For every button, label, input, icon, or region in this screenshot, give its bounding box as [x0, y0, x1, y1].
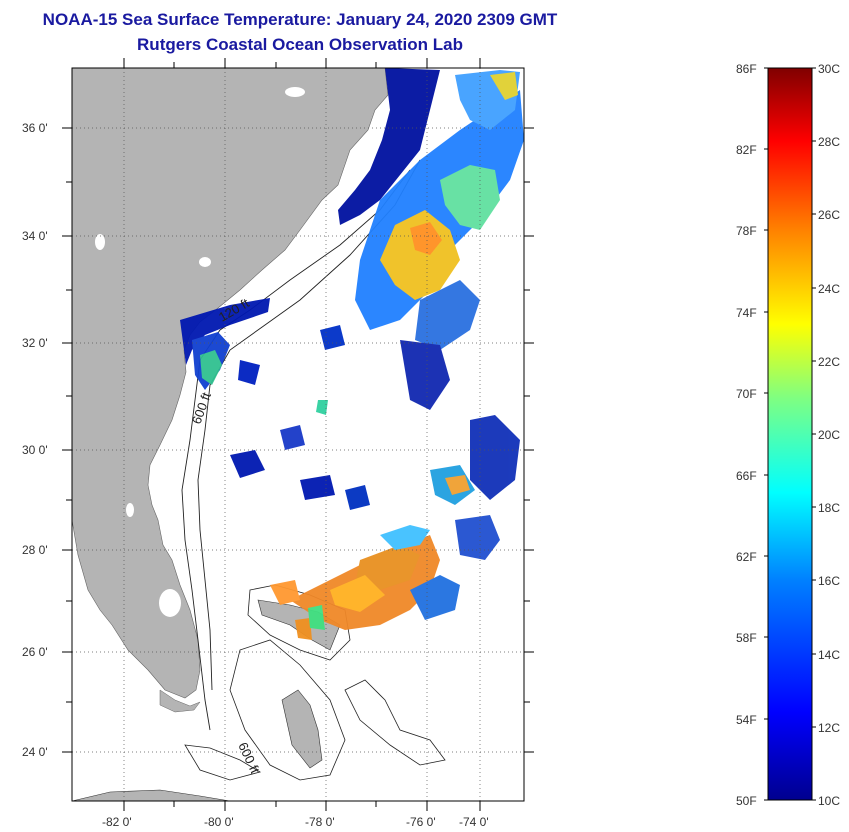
colorbar: 86F 82F 78F 74F 70F 66F 62F 58F 54F 50F …: [736, 62, 840, 808]
colorbar-c-label: 18C: [818, 501, 840, 515]
land-lake: [285, 87, 305, 97]
lat-label: 34 0': [22, 229, 48, 243]
lon-label: -82 0': [102, 815, 132, 829]
land-lake: [95, 234, 105, 250]
colorbar-c-label: 28C: [818, 135, 840, 149]
colorbar-c-label: 20C: [818, 428, 840, 442]
graticule: [72, 68, 524, 801]
lat-label: 32 0': [22, 336, 48, 350]
lat-label: 24 0': [22, 745, 48, 759]
contour-cuba-shelf: [184, 744, 262, 781]
contour-eleuthera: [344, 679, 446, 766]
colorbar-f-label: 66F: [736, 469, 757, 483]
lat-label: 28 0': [22, 543, 48, 557]
colorbar-f-label: 54F: [736, 713, 757, 727]
colorbar-scale: [767, 67, 813, 801]
map-area: 120 ft 600 ft 600 ft: [72, 68, 524, 801]
colorbar-f-label: 78F: [736, 224, 757, 238]
colorbar-f-label: 50F: [736, 794, 757, 808]
lat-label: 36 0': [22, 121, 48, 135]
colorbar-c-label: 26C: [818, 208, 840, 222]
map-frame: [71, 67, 525, 802]
colorbar-c-label: 22C: [818, 355, 840, 369]
colorbar-c-label: 30C: [818, 62, 840, 76]
colorbar-ticks: [764, 67, 816, 801]
colorbar-c-label: 16C: [818, 574, 840, 588]
colorbar-f-label: 70F: [736, 387, 757, 401]
colorbar-f-labels: 86F 82F 78F 74F 70F 66F 62F 58F 54F 50F: [736, 62, 757, 808]
lon-label: -80 0': [204, 815, 234, 829]
colorbar-c-label: 14C: [818, 648, 840, 662]
lat-label: 30 0': [22, 443, 48, 457]
contour-120ft: [181, 169, 411, 731]
lat-label: 26 0': [22, 645, 48, 659]
colorbar-c-label: 24C: [818, 282, 840, 296]
longitude-labels: -82 0' -80 0' -78 0' -76 0' -74 0': [102, 815, 489, 829]
lake-okeechobee: [159, 589, 181, 617]
florida-keys: [159, 689, 201, 713]
colorbar-f-label: 86F: [736, 62, 757, 76]
colorbar-f-label: 74F: [736, 306, 757, 320]
land-lake: [199, 257, 211, 267]
land-lake: [126, 503, 134, 517]
colorbar-f-label: 82F: [736, 143, 757, 157]
lon-label: -74 0': [459, 815, 489, 829]
lon-label: -76 0': [406, 815, 436, 829]
contour-600ft: [197, 159, 421, 691]
colorbar-f-label: 62F: [736, 550, 757, 564]
colorbar-c-label: 12C: [818, 721, 840, 735]
bahamas-andros: [281, 689, 323, 769]
sst-data-layer: [180, 68, 524, 640]
latitude-labels: 36 0' 34 0' 32 0' 30 0' 28 0' 26 0' 24 0…: [22, 121, 48, 759]
cuba-coast: [72, 789, 231, 801]
map-subtitle: Rutgers Coastal Ocean Observation Lab: [137, 35, 463, 54]
us-mainland-land: [72, 68, 389, 699]
frame-ticks: [62, 58, 534, 811]
colorbar-c-labels: 30C 28C 26C 24C 22C 20C 18C 16C 14C 12C …: [818, 62, 840, 808]
colorbar-f-label: 58F: [736, 631, 757, 645]
map-title: NOAA-15 Sea Surface Temperature: January…: [42, 10, 558, 29]
colorbar-c-label: 10C: [818, 794, 840, 808]
lon-label: -78 0': [305, 815, 335, 829]
contour-bahamas-south: [229, 639, 346, 781]
